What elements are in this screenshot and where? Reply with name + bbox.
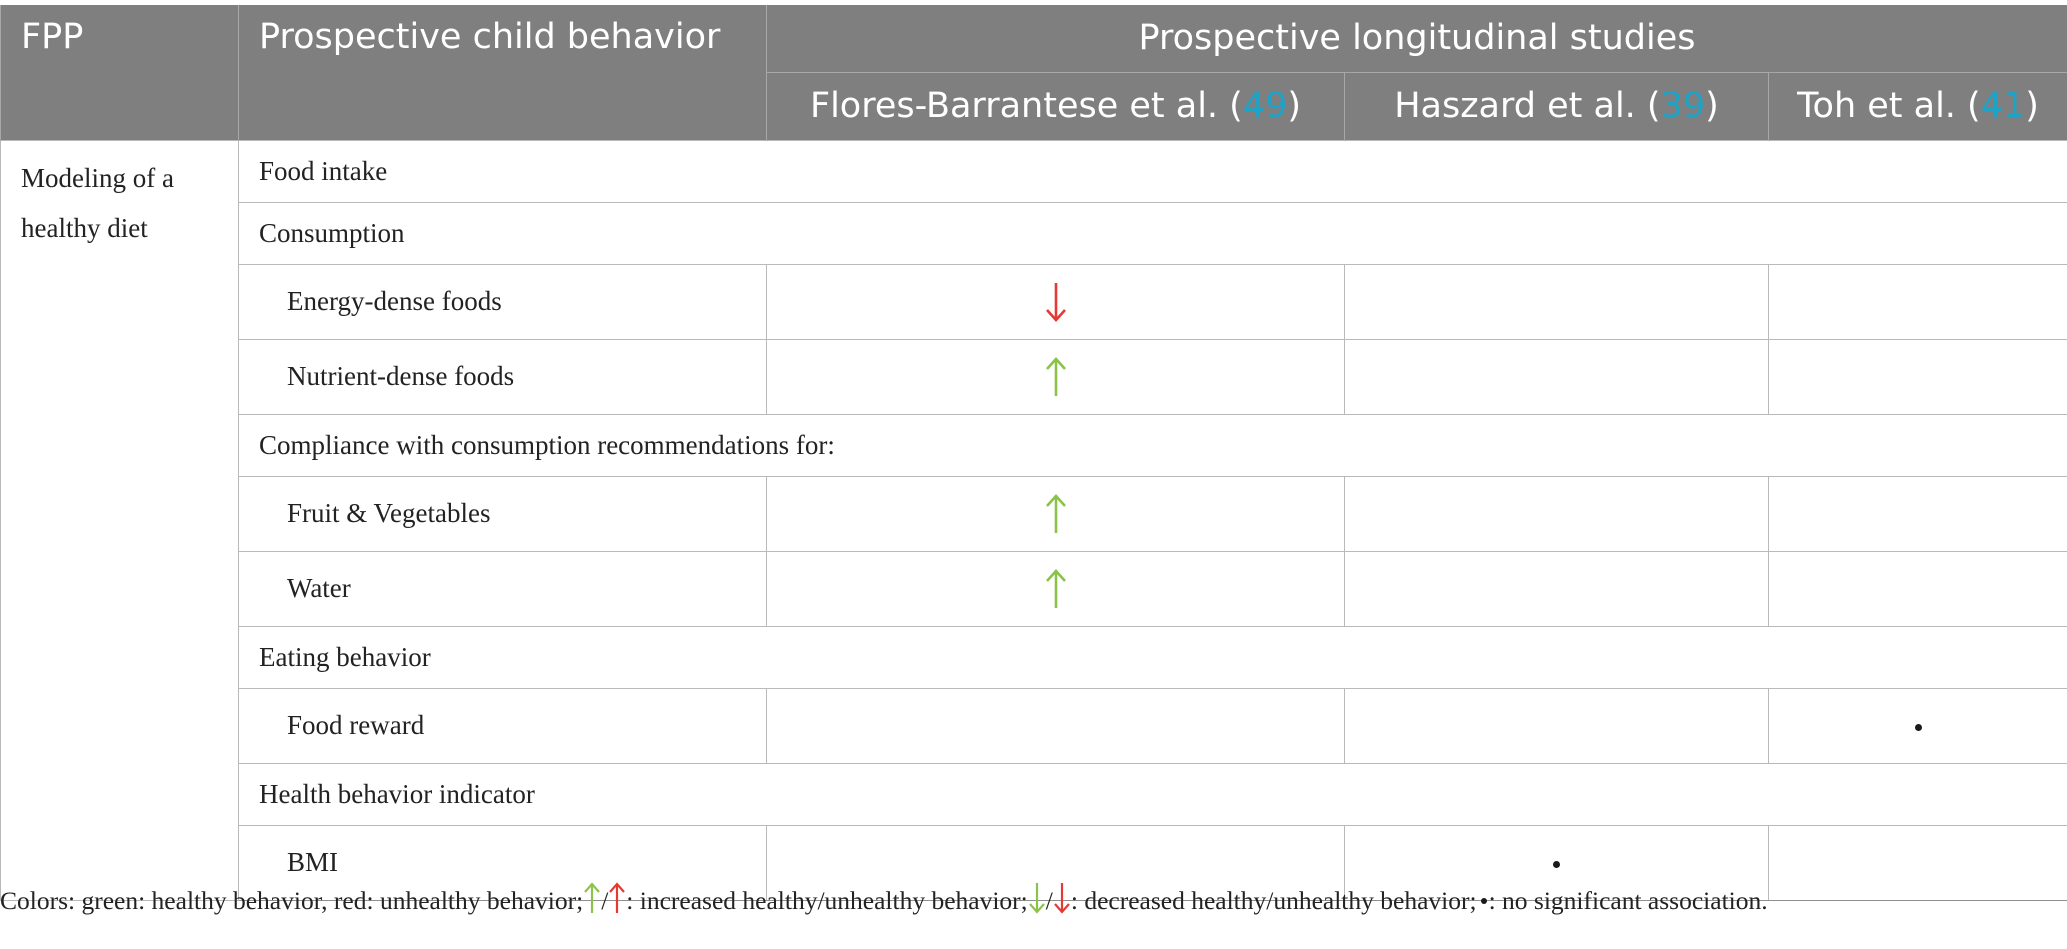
section-row: Compliance with consumption recommendati…	[1, 413, 2067, 477]
footnote-slash: /	[1045, 886, 1053, 915]
study-results-table: FPP Prospective child behavior Prospecti…	[0, 5, 2067, 901]
table-row: Water	[1, 550, 2067, 627]
section-label: Compliance with consumption recommendati…	[237, 413, 2067, 477]
section-label: Health behavior indicator	[237, 762, 2067, 826]
result-cell	[1767, 263, 2067, 340]
section-label: Food intake	[237, 139, 2067, 203]
footnote-text: Colors: green: healthy behavior, red: un…	[0, 886, 584, 915]
footnote-text: : decreased healthy/unhealthy behavior;	[1070, 886, 1477, 915]
result-cell	[766, 338, 1345, 415]
section-row: Health behavior indicator	[1, 762, 2067, 826]
fpp-category-label: healthy diet	[21, 212, 148, 243]
result-cell	[766, 550, 1345, 627]
section-row: Modeling of a healthy diet Food intake	[0, 139, 2067, 901]
behavior-label: BMI	[238, 824, 767, 901]
up-arrow-green-icon	[1044, 356, 1068, 396]
section-label: Eating behavior	[237, 625, 2067, 689]
header-fpp: FPP	[0, 5, 239, 140]
result-cell	[766, 687, 1345, 764]
table-row: Nutrient-dense foods	[1, 338, 2067, 415]
table-row: Fruit & Vegetables	[1, 475, 2067, 552]
behavior-label: Fruit & Vegetables	[238, 475, 767, 552]
dot-icon	[1914, 724, 1922, 732]
result-cell	[1767, 475, 2067, 552]
result-cell	[1344, 338, 1769, 415]
result-cell	[766, 263, 1345, 340]
header-study-group: Prospective longitudinal studies	[765, 5, 2067, 72]
section-row: Eating behavior	[1, 625, 2067, 689]
dot-icon	[1480, 898, 1487, 904]
result-cell	[1767, 338, 2067, 415]
behavior-label: Water	[238, 550, 767, 627]
result-cell	[1344, 550, 1769, 627]
down-arrow-red-icon	[1044, 282, 1068, 322]
table-row: Energy-dense foods	[1, 263, 2067, 340]
section-row: Consumption	[1, 201, 2067, 265]
down-arrow-green-icon	[1028, 881, 1045, 922]
result-cell	[1767, 824, 2067, 901]
behavior-label: Energy-dense foods	[238, 263, 767, 340]
up-arrow-green-icon	[584, 881, 601, 922]
footnote-text: : increased healthy/unhealthy behavior;	[626, 886, 1028, 915]
result-cell	[1344, 263, 1769, 340]
dot-icon	[1553, 861, 1560, 869]
table-row: BMI	[1, 824, 2067, 901]
fpp-category-label: Modeling of a	[21, 162, 174, 193]
behavior-label: Nutrient-dense foods	[238, 338, 767, 415]
up-arrow-red-icon	[609, 881, 626, 922]
header-study-haszard: Haszard et al. (39)	[1344, 71, 1769, 140]
header-study-toh: Toh et al. (41)	[1767, 71, 2067, 140]
behavior-label: Food reward	[238, 687, 767, 764]
fpp-category-cell: Modeling of a healthy diet	[0, 139, 239, 901]
result-cell	[766, 824, 1345, 901]
footnote-text: : no significant association.	[1488, 886, 1768, 915]
up-arrow-green-icon	[1044, 568, 1068, 608]
table-header: FPP Prospective child behavior Prospecti…	[0, 5, 2067, 140]
table-body: Modeling of a healthy diet Food intake Cons…	[0, 139, 2067, 901]
header-study-flores-barrantese: Flores-Barrantese et al. (49)	[766, 71, 1345, 140]
result-cell	[1767, 550, 2067, 627]
result-cell	[1344, 475, 1769, 552]
result-cell	[1767, 687, 2067, 764]
footnote-slash: /	[601, 886, 609, 915]
header-child-behavior: Prospective child behavior	[238, 5, 767, 140]
citation-ref: 41	[1980, 86, 2026, 126]
up-arrow-green-icon	[1044, 493, 1068, 533]
result-cell	[1344, 687, 1769, 764]
citation-ref: 49	[1242, 86, 1288, 126]
down-arrow-red-icon	[1054, 881, 1070, 922]
citation-ref: 39	[1660, 86, 1706, 126]
section-label: Consumption	[237, 201, 2067, 265]
table-row: Food reward	[1, 687, 2067, 764]
result-cell	[1344, 824, 1769, 901]
table-footnote: Colors: green: healthy behavior, red: un…	[0, 875, 2067, 927]
result-cell	[766, 475, 1345, 552]
